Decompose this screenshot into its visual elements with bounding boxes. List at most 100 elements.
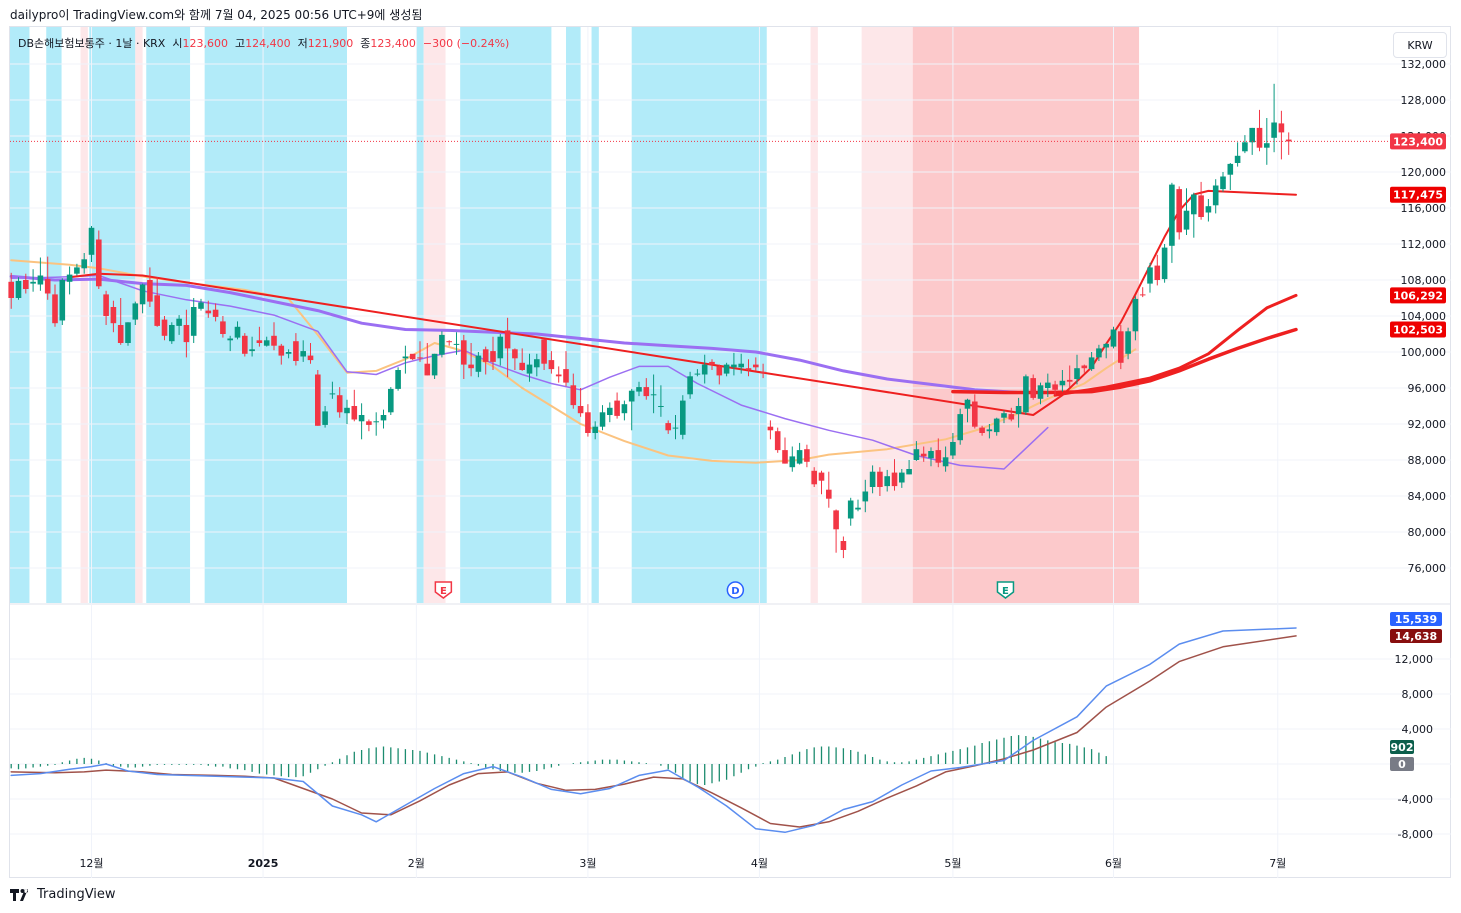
candle-body	[1271, 122, 1277, 138]
candle-body	[1110, 329, 1117, 347]
candle-body	[789, 456, 796, 468]
candle-body	[972, 401, 978, 427]
candle-body	[1183, 210, 1190, 230]
candle-body	[731, 364, 737, 368]
dividend-marker-icon	[726, 581, 745, 599]
candle-body	[658, 406, 664, 407]
candle-body	[1052, 384, 1058, 390]
candle-body	[1139, 294, 1146, 296]
legend-open-label: 시	[172, 37, 183, 50]
chart-frame	[9, 26, 1451, 878]
price-tick-label: 132,000	[1401, 58, 1447, 71]
currency-button[interactable]: KRW	[1393, 32, 1447, 58]
macd-value-tag	[1390, 757, 1414, 771]
candle-body	[928, 451, 934, 459]
macd-tick-label: -4,000	[1398, 793, 1433, 806]
price-tick-label: 116,000	[1401, 202, 1447, 215]
price-tag-box	[1390, 321, 1446, 338]
candle-body	[1154, 265, 1161, 280]
candle-body	[8, 281, 14, 298]
bg-zone-14	[861, 27, 913, 603]
candle-body	[417, 357, 423, 359]
price-tick-label: 128,000	[1401, 94, 1447, 107]
candle-body	[723, 364, 730, 374]
candle-body	[30, 281, 36, 284]
candle-body	[110, 307, 117, 324]
candle-body	[767, 426, 774, 431]
macd-value-label: 902	[1391, 741, 1414, 754]
candle-body	[1081, 365, 1088, 369]
candle-body	[1030, 378, 1036, 398]
symbol-legend: DB손해보험보통주 · 1날 · KRX 시123,600 고124,400 저…	[18, 35, 509, 51]
bg-zone-10	[566, 27, 581, 603]
candle-body	[497, 336, 504, 359]
macd-tick-label: 4,000	[1402, 723, 1434, 736]
footer-brand: TradingView	[37, 887, 116, 902]
candle-body	[1176, 189, 1182, 233]
candle-body	[906, 469, 912, 475]
candle-body	[117, 325, 124, 343]
candle-body	[804, 449, 810, 462]
bg-zone-11	[591, 27, 599, 603]
candle-body	[1132, 298, 1139, 332]
legend-low-label: 저	[297, 37, 308, 50]
candle-body	[811, 470, 817, 485]
candle-body	[1045, 382, 1051, 388]
candle-body	[336, 395, 343, 413]
candle-body	[373, 421, 379, 423]
candle-body	[344, 407, 350, 414]
candle-body	[592, 426, 598, 433]
bg-zone-9	[460, 27, 552, 603]
candle-body	[1256, 127, 1263, 148]
candle-body	[1059, 380, 1066, 386]
candle-body	[1147, 267, 1153, 284]
candle-body	[271, 335, 277, 346]
chart-attribution: dailypro이 TradingView.com와 함께 7월 04, 202…	[10, 8, 423, 22]
candle-body	[424, 363, 431, 376]
price-tag-label: 106,292	[1393, 289, 1443, 302]
candle-body	[37, 275, 44, 285]
bg-zone-8	[423, 27, 446, 603]
tradingview-logo-icon	[10, 888, 29, 901]
candle-body	[1234, 155, 1241, 163]
price-tick-label: 120,000	[1401, 166, 1447, 179]
legend-close-value: 123,400	[370, 37, 416, 50]
price-tick-label: 104,000	[1401, 310, 1447, 323]
candle-body	[665, 423, 671, 431]
candle-body	[74, 267, 80, 274]
candle-body	[920, 453, 927, 457]
price-tag-box	[1390, 133, 1446, 150]
candle-body	[15, 280, 22, 298]
candle-body	[227, 338, 233, 341]
candle-body	[409, 353, 416, 360]
candle-body	[563, 369, 569, 383]
candle-body	[585, 412, 591, 433]
candle-body	[278, 345, 285, 356]
candle-body	[701, 364, 708, 375]
event-marker-label: D	[731, 586, 739, 597]
price-tick-label: 100,000	[1401, 346, 1447, 359]
candle-body	[139, 284, 146, 305]
price-tick-label: 76,000	[1408, 562, 1447, 575]
price-tick-label: 96,000	[1408, 382, 1447, 395]
gridlines	[10, 27, 1451, 878]
candle-body	[519, 362, 525, 370]
price-tags: 123,400 117,475 106,292 102,503 15,539 14,638…	[1390, 133, 1446, 771]
candle-body	[198, 302, 204, 309]
candle-body	[504, 330, 511, 349]
candle-body	[293, 341, 299, 361]
ma-red-mid-line	[1053, 293, 1298, 397]
candle-body	[52, 294, 58, 324]
candle-body	[263, 340, 270, 346]
candle-body	[745, 368, 752, 370]
candle-body	[774, 431, 781, 451]
candle-body	[88, 227, 95, 255]
candle-body	[132, 303, 139, 320]
candle-body	[796, 450, 803, 464]
candle-body	[461, 340, 467, 365]
legend-high-value: 124,400	[245, 37, 291, 50]
price-tick-label: 108,000	[1401, 274, 1447, 287]
candle-body	[1096, 348, 1102, 358]
bg-zone-13	[810, 27, 818, 603]
